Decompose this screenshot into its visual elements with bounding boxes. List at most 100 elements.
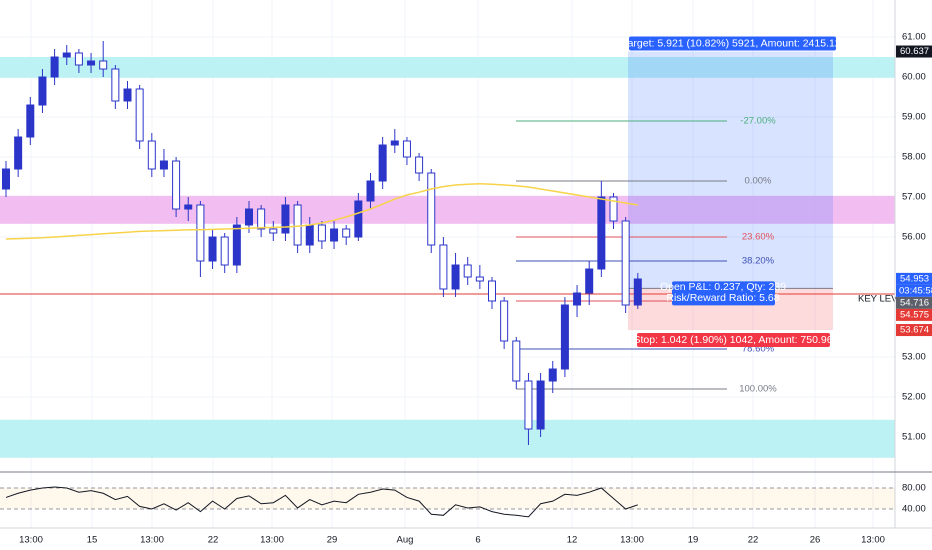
candle-body: [560, 304, 569, 370]
x-tick-label: 13:00: [861, 535, 885, 546]
price-tag-label: 54.575: [900, 309, 929, 320]
candle-body: [50, 56, 59, 78]
fib-label: 78.60%: [742, 344, 775, 355]
candle-body: [232, 224, 241, 266]
candle-body: [536, 380, 545, 430]
candle-body: [633, 278, 642, 306]
candle-body: [390, 140, 399, 146]
profit-zone: [628, 51, 833, 289]
pnl-label-box: [672, 281, 775, 306]
x-tick-label: 13:00: [19, 535, 43, 546]
candle-body: [573, 292, 582, 306]
candle-body: [366, 180, 375, 202]
x-tick-label: 26: [810, 535, 821, 546]
x-tick-label: 29: [327, 535, 338, 546]
candle-body: [621, 220, 630, 306]
candle-body: [597, 196, 606, 270]
price-tag: [896, 324, 932, 337]
fib-label: 23.60%: [742, 232, 775, 243]
price-tag-label: 60.637: [900, 46, 929, 57]
rsi-tick-label: 40.00: [902, 504, 926, 515]
candle-body: [500, 300, 509, 342]
candle-body: [159, 160, 168, 170]
candle-body: [74, 52, 83, 66]
y-tick-label: 51.00: [902, 432, 926, 443]
x-tick-label: 22: [748, 535, 759, 546]
ema-line: [5, 183, 638, 240]
price-tag-label: 54.716: [900, 297, 929, 308]
candle-body: [2, 168, 10, 190]
candle-body: [488, 280, 496, 302]
key-level-label: KEY LEVEL: [858, 294, 909, 305]
fib-label: 100.00%: [739, 384, 777, 395]
candle-body: [475, 276, 484, 282]
candle-body: [330, 228, 339, 242]
price-tag-label: 53.674: [900, 325, 929, 336]
candle-body: [208, 236, 217, 262]
countdown-tag: [896, 284, 932, 297]
candle-body: [38, 76, 47, 106]
price-tag-label: 54.953: [900, 273, 929, 284]
candle-body: [548, 368, 557, 382]
candle-body: [281, 204, 290, 234]
stop-label: Stop: 1.042 (1.90%) 1042, Amount: 750.96: [633, 334, 832, 346]
y-tick-label: 58.00: [902, 152, 926, 163]
candle-body: [609, 196, 618, 222]
y-tick-label: 61.00: [902, 32, 926, 43]
candle-body: [257, 208, 266, 230]
x-tick-label: 12: [567, 535, 578, 546]
y-tick-label: 53.00: [902, 352, 926, 363]
candle-body: [415, 156, 424, 174]
candle-body: [427, 172, 436, 246]
x-tick-label: 19: [688, 535, 699, 546]
x-tick-label: 13:00: [140, 535, 164, 546]
target-label-box: [629, 36, 836, 51]
rr-label: Risk/Reward Ratio: 5.68: [666, 292, 779, 304]
candle-body: [524, 380, 533, 430]
candle-body: [184, 204, 193, 210]
y-tick-label: 57.00: [902, 192, 926, 203]
y-tick-label: 56.00: [902, 232, 926, 243]
candle-body: [317, 224, 326, 242]
candle-body: [305, 224, 314, 246]
candle-body: [147, 140, 156, 170]
x-tick-label: 22: [208, 535, 219, 546]
pnl-label: Open P&L: 0.237, Qty: 239: [660, 281, 786, 293]
price-tag: [896, 308, 932, 321]
candle-body: [342, 228, 351, 238]
target-label: Target: 5.921 (10.82%) 5921, Amount: 241…: [622, 37, 840, 49]
x-tick-label: 15: [87, 535, 98, 546]
candle-body: [196, 204, 205, 262]
candle-body: [135, 88, 144, 142]
candle-body: [585, 268, 594, 294]
candle-body: [245, 208, 253, 226]
candle-body: [463, 264, 472, 278]
candle-body: [378, 144, 387, 182]
candle-body: [111, 68, 120, 102]
zone: [0, 195, 895, 224]
candle-body: [26, 104, 35, 138]
candle-body: [62, 52, 71, 58]
candle-body: [439, 244, 448, 290]
x-tick-label: 6: [475, 535, 480, 546]
candle-body: [172, 160, 181, 210]
y-tick-label: 52.00: [902, 392, 926, 403]
rsi-line: [5, 486, 638, 518]
y-tick-label: 60.00: [902, 72, 926, 83]
candle-body: [220, 236, 229, 266]
x-tick-label: 13:00: [260, 535, 284, 546]
fib-label: 38.20%: [742, 256, 775, 267]
candle-body: [87, 60, 96, 66]
fib-label: -27.00%: [740, 116, 776, 127]
fib-label: 0.00%: [745, 176, 772, 187]
candle-body: [293, 204, 302, 246]
x-tick-label: 13:00: [620, 535, 644, 546]
price-tag: [896, 296, 932, 309]
candle-body: [451, 264, 460, 290]
price-tag: [896, 45, 932, 58]
zone: [0, 57, 895, 78]
candle-body: [512, 340, 521, 382]
stop-label-box: [637, 333, 830, 348]
x-tick-label: Aug: [397, 535, 414, 546]
